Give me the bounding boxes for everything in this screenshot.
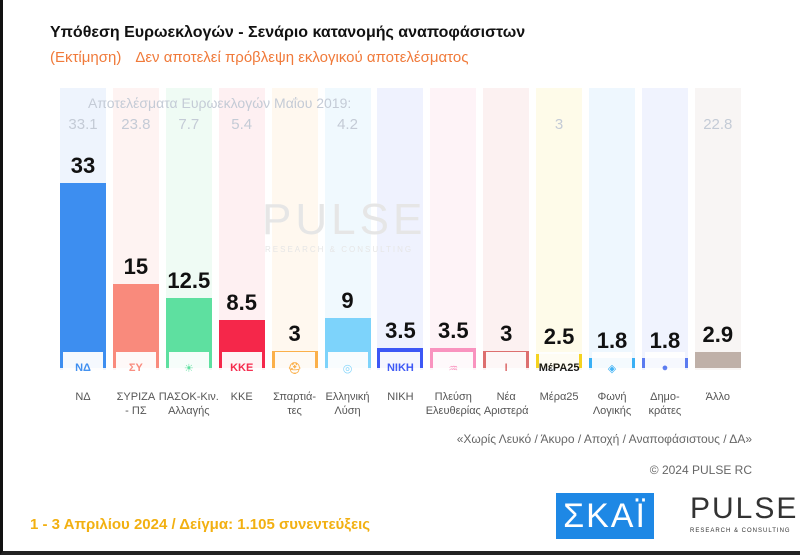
value-label: 3 — [500, 321, 513, 347]
column-background — [430, 88, 477, 370]
copyright: © 2024 PULSE RC — [649, 463, 752, 477]
category-label: ΚΚΕ — [230, 391, 253, 403]
category-label: Φωνή Λογικής — [592, 391, 632, 417]
bar — [694, 351, 741, 368]
party-logo-icon: ΝΙΚΗ — [380, 352, 421, 384]
watermark: PULSE — [262, 195, 427, 244]
value-label: 3 — [288, 321, 301, 347]
category-label: ΝΔ — [75, 391, 91, 403]
previous-result: 22.8 — [703, 116, 733, 133]
subtitle-disclaimer: Δεν αποτελεί πρόβλεψη εκλογικού αποτελέσ… — [135, 49, 469, 66]
previous-result: 5.4 — [231, 116, 253, 133]
value-label: 12.5 — [167, 267, 211, 293]
previous-result: 33.1 — [68, 116, 98, 133]
value-label: 15 — [123, 253, 149, 279]
previous-result: 4.2 — [337, 116, 358, 133]
watermark-sub: RESEARCH & CONSULTING — [265, 245, 414, 254]
column-background — [536, 88, 583, 370]
previous-result: 7.7 — [178, 116, 200, 133]
party-logo-icon: Ι — [486, 352, 527, 384]
category-label: ΝΙΚΗ — [387, 391, 414, 403]
chart-title: Υπόθεση Ευρωεκλογών - Σενάριο κατανομής … — [50, 24, 526, 41]
party-logo-icon: ΚΚΕ — [221, 352, 262, 384]
subtitle-estimate: (Εκτίμηση) — [50, 49, 122, 66]
skai-logo: ΣΚΑΪ — [556, 493, 654, 539]
survey-info: 1 - 3 Απριλίου 2024 / Δείγμα: 1.105 συνε… — [30, 516, 371, 533]
pulse-logo: PULSE — [690, 492, 799, 525]
chart-subtitle: (Εκτίμηση) Δεν αποτελεί πρόβλεψη εκλογικο… — [50, 49, 468, 66]
previous-result: 3 — [554, 116, 564, 133]
value-label: 9 — [341, 287, 354, 313]
value-label: 33 — [70, 153, 96, 178]
column-background — [483, 88, 530, 370]
value-label: 2.9 — [702, 321, 734, 347]
party-logo-icon: ◈ — [592, 352, 632, 384]
category-label: Σπαρτιά- τες — [273, 391, 317, 417]
column-background — [694, 88, 741, 370]
party-logo-icon: ΝΔ — [63, 352, 103, 384]
exclusion-note: «Χωρίς Λευκό / Άκυρο / Αποχή / Αναποφάσι… — [456, 432, 752, 446]
party-logo-icon: ☀ — [168, 352, 209, 384]
previous-result: 23.8 — [121, 116, 151, 133]
column-background — [641, 88, 688, 370]
category-label: Δημο- κράτες — [648, 391, 682, 417]
column-background — [589, 88, 635, 370]
value-label: 1.8 — [649, 327, 681, 353]
previous-results-header: Αποτελέσματα Ευρωεκλογών Μαΐου 2019: — [88, 95, 352, 111]
party-logo-icon: ♒ — [433, 352, 474, 384]
value-label: 8.5 — [226, 290, 257, 316]
party-logo-icon: ⛑ — [274, 352, 315, 384]
category-label: Νέα Αριστερά — [483, 391, 529, 417]
value-label: 3.5 — [438, 318, 469, 344]
party-logo-icon: ΜέΡΑ25 — [539, 352, 580, 384]
pulse-logo-sub: RESEARCH & CONSULTING — [690, 528, 791, 534]
value-label: 1.8 — [596, 327, 628, 353]
party-logo-icon: ● — [644, 352, 685, 384]
category-label: Ελληνική Λύση — [325, 391, 370, 417]
party-logo-icon: ◎ — [327, 352, 368, 384]
value-label: 3.5 — [385, 318, 416, 344]
party-logo-icon: ΣΥ — [115, 352, 156, 384]
value-label: 2.5 — [543, 323, 575, 349]
category-label: ΣΥΡΙΖΑ - ΠΣ — [116, 391, 156, 417]
category-label: ΠΑΣΟΚ-Κιν. Αλλαγής — [158, 391, 219, 417]
column-background — [271, 88, 318, 370]
category-label: Πλεύση Ελευθερίας — [425, 391, 481, 417]
category-label: Μέρα25 — [539, 391, 579, 403]
category-label: Άλλο — [705, 391, 730, 403]
column-background — [377, 88, 424, 370]
bar — [60, 183, 106, 368]
